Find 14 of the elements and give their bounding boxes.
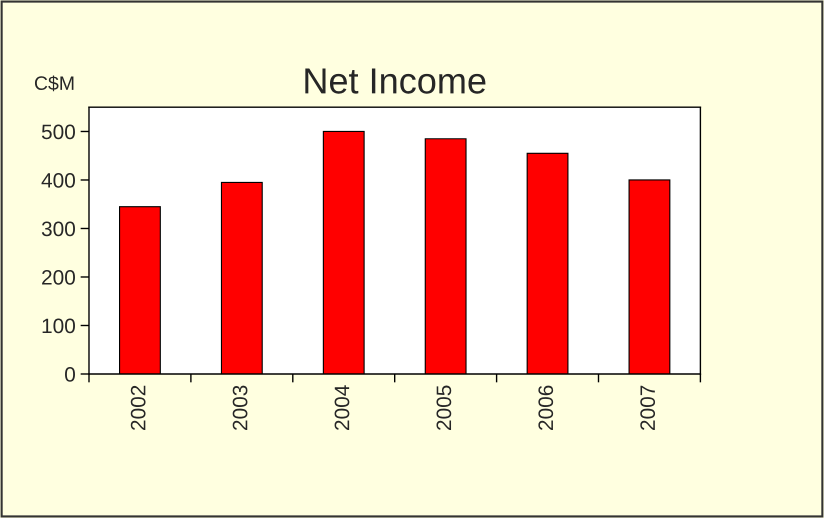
x-tick-label: 2004	[334, 385, 350, 430]
y-axis-title: C$M	[34, 75, 74, 92]
x-tick-label: 2002	[130, 386, 146, 430]
y-tick-label: 500	[42, 124, 75, 140]
x-tick-label: 2006	[538, 386, 554, 430]
chart-title: Net Income	[305, 68, 486, 94]
x-tick-label: 2005	[436, 386, 452, 430]
y-tick-label: 400	[42, 172, 75, 188]
y-tick-label: 100	[42, 318, 75, 334]
y-tick-label: 300	[42, 221, 75, 236]
y-tick-label: 200	[42, 270, 75, 285]
x-tick-label: 2007	[640, 386, 656, 430]
x-tick-label: 2003	[232, 386, 248, 430]
y-tick-label: 0	[65, 366, 75, 382]
